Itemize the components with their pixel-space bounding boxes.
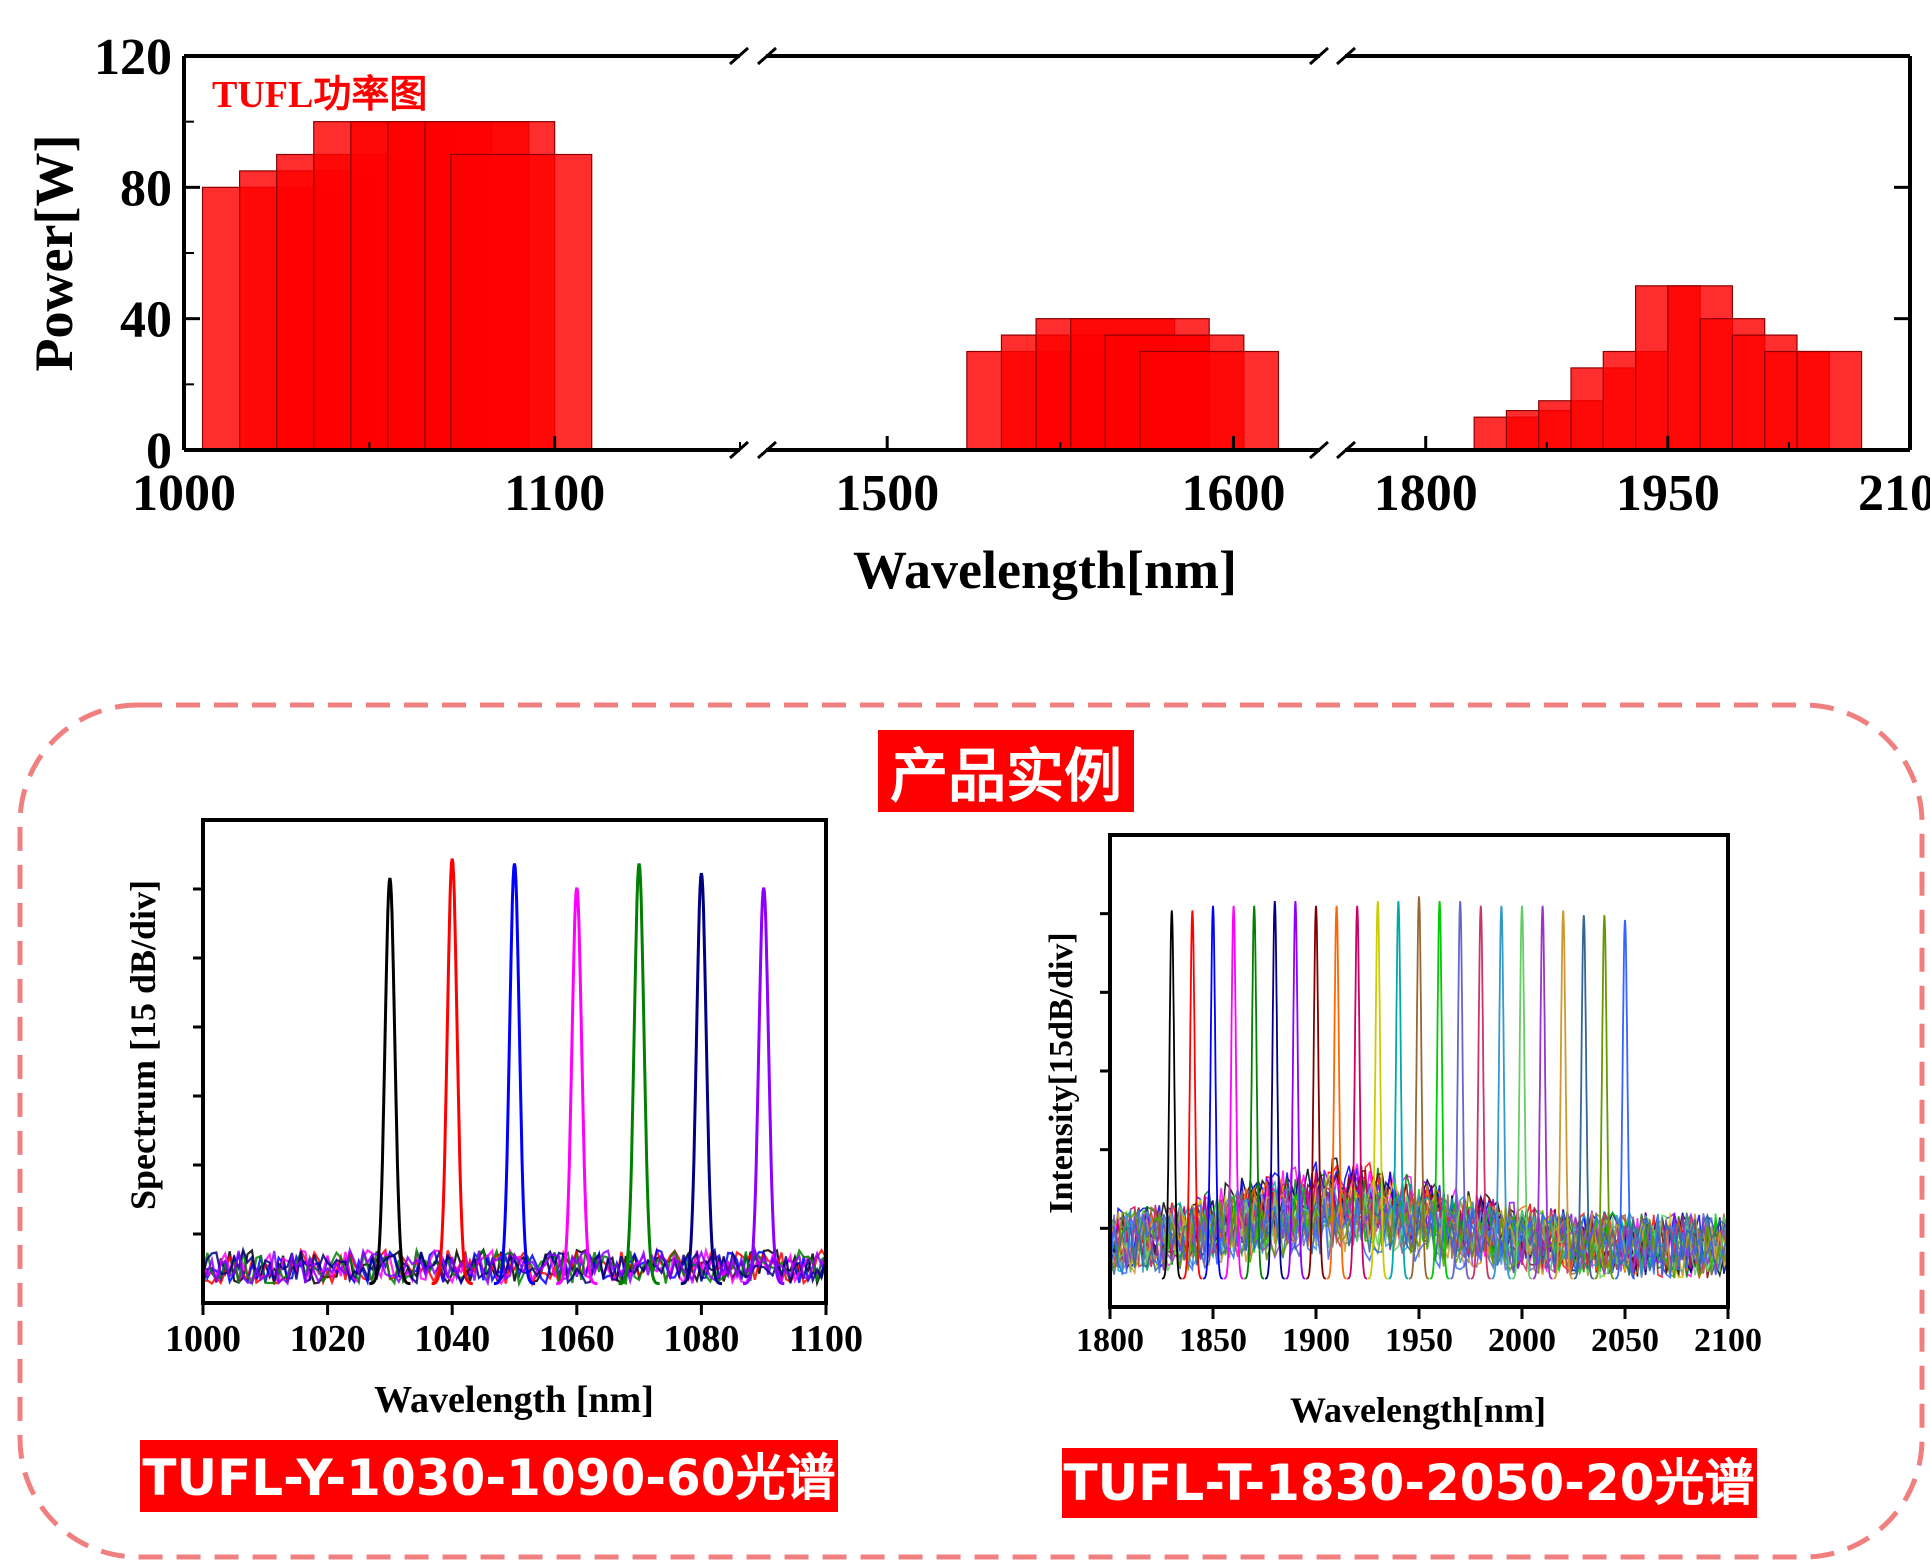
spectrum-peak-line (1512, 905, 1532, 1280)
axis-break-mark (1336, 440, 1356, 460)
spectrum-t-title-banner (1062, 1448, 1757, 1518)
spectrum-peak-line (1367, 901, 1388, 1280)
spectrum-y-plot-frame (201, 818, 828, 1305)
spectrum-peak-line (1244, 905, 1265, 1280)
spectrum-x-tick-label: 1080 (663, 1318, 739, 1360)
spectrum-chart-y: 1000 1020 1040 1060 1080 1100 Wavelength [nm]… (123, 818, 863, 1512)
spectrum-t-x-axis-label: Wavelength[nm] (1290, 1390, 1546, 1430)
spectrum-peak-line (1429, 901, 1450, 1280)
spectrum-t-y-axis-label: Intensity[15dB/div] (1043, 932, 1080, 1214)
spectrum-peak-line (1306, 905, 1326, 1280)
power-y-tick-label: 0 (146, 423, 172, 480)
spectrum-x-tick-label: 1020 (290, 1318, 366, 1360)
spectrum-peak-line (1264, 901, 1285, 1280)
spectrum-noise-trace (1109, 1191, 1729, 1275)
spectrum-peak-line (1326, 905, 1347, 1280)
spectrum-x-tick-label: 1100 (789, 1318, 863, 1360)
axis-break-mark (757, 440, 777, 460)
power-y-tick-label: 80 (120, 160, 172, 217)
axis-break-mark (1309, 46, 1329, 66)
spectrum-x-tick-label: 2050 (1591, 1322, 1659, 1359)
spectrum-x-tick-label: 1000 (165, 1318, 241, 1360)
spectrum-chart-t: 1800 1850 1900 1950 2000 2050 2100 Wavelength[… (1043, 833, 1762, 1518)
spectrum-peak-line (369, 877, 411, 1286)
spectrum-peak-line (431, 858, 473, 1286)
spectrum-x-tick-label: 1040 (414, 1318, 490, 1360)
spectrum-x-tick-label: 1060 (539, 1318, 615, 1360)
spectrum-peak-line (743, 887, 785, 1286)
spectrum-peak-line (1161, 910, 1182, 1280)
spectrum-noise-trace (201, 1246, 828, 1286)
power-y-axis-label: Power[W] (24, 135, 84, 372)
spectrum-y-title: TUFL-Y-1030-1090-60光谱 (142, 1449, 835, 1507)
power-x-tick-label: 1950 (1616, 465, 1720, 522)
power-x-tick-label: 1000 (132, 465, 236, 522)
section-title: 产品实例 (890, 742, 1122, 810)
spectrum-x-tick-label: 1800 (1076, 1322, 1144, 1359)
spectrum-peak-line (680, 872, 722, 1286)
spectrum-x-tick-label: 1900 (1282, 1322, 1350, 1359)
axis-break-mark (729, 46, 749, 66)
spectrum-peak-line (1347, 905, 1368, 1280)
power-x-tick-label: 1500 (835, 465, 939, 522)
power-chart-title: TUFL功率图 (212, 74, 427, 116)
spectrum-peak-line (1409, 896, 1429, 1280)
power-y-tick-label: 120 (94, 29, 172, 86)
axis-break-mark (1336, 46, 1356, 66)
spectrum-peak-line (556, 887, 598, 1286)
section-title-banner (878, 730, 1134, 812)
spectrum-peak-line (1553, 910, 1574, 1280)
power-bar-chart: 0 40 80 120 1000 1100 1500 1600 1800 1950 2100 TU… (24, 29, 1930, 600)
spectrum-noise-trace (202, 1245, 828, 1287)
power-x-tick-label: 2100 (1858, 465, 1930, 522)
power-bar (1796, 350, 1863, 451)
spectrum-noise-trace (1109, 1180, 1729, 1274)
spectrum-y-x-axis-label: Wavelength [nm] (374, 1379, 654, 1421)
spectrum-peak-line (1594, 915, 1615, 1280)
spectrum-y-y-axis-label: Spectrum [15 dB/div] (123, 880, 163, 1210)
spectrum-x-tick-label: 2100 (1694, 1322, 1762, 1359)
power-x-tick-label: 1100 (504, 465, 605, 522)
spectrum-peak-line (1223, 905, 1244, 1280)
axis-break-mark (1309, 440, 1329, 460)
spectrum-peak-line (1532, 905, 1553, 1280)
spectrum-peak-line (1470, 905, 1491, 1280)
power-x-tick-label: 1800 (1374, 465, 1478, 522)
power-y-tick-label: 40 (120, 292, 172, 349)
power-x-tick-label: 1600 (1181, 465, 1285, 522)
power-bar (1139, 350, 1280, 451)
spectrum-peak-line (1450, 901, 1471, 1280)
spectrum-peak-line (1388, 901, 1409, 1280)
power-x-axis-label: Wavelength[nm] (853, 540, 1237, 600)
spectrum-x-tick-label: 1850 (1179, 1322, 1247, 1359)
spectrum-x-tick-label: 1950 (1385, 1322, 1453, 1359)
spectrum-x-tick-label: 2000 (1488, 1322, 1556, 1359)
spectrum-peak-line (1182, 910, 1203, 1280)
spectrum-peak-line (1573, 915, 1594, 1280)
spectrum-noise-trace (1109, 1195, 1729, 1280)
spectrum-peak-line (1615, 919, 1635, 1280)
spectrum-y-title-banner (140, 1440, 838, 1512)
axis-break-mark (757, 46, 777, 66)
power-bar (450, 153, 593, 451)
spectrum-peak-line (618, 863, 660, 1286)
spectrum-peak-line (1285, 901, 1306, 1280)
spectrum-peak-line (1203, 905, 1223, 1280)
product-frame (17, 702, 1925, 1560)
spectrum-t-title: TUFL-T-1830-2050-20光谱 (1063, 1454, 1754, 1512)
spectrum-peak-line (493, 863, 536, 1286)
spectrum-peak-line (1491, 905, 1512, 1280)
